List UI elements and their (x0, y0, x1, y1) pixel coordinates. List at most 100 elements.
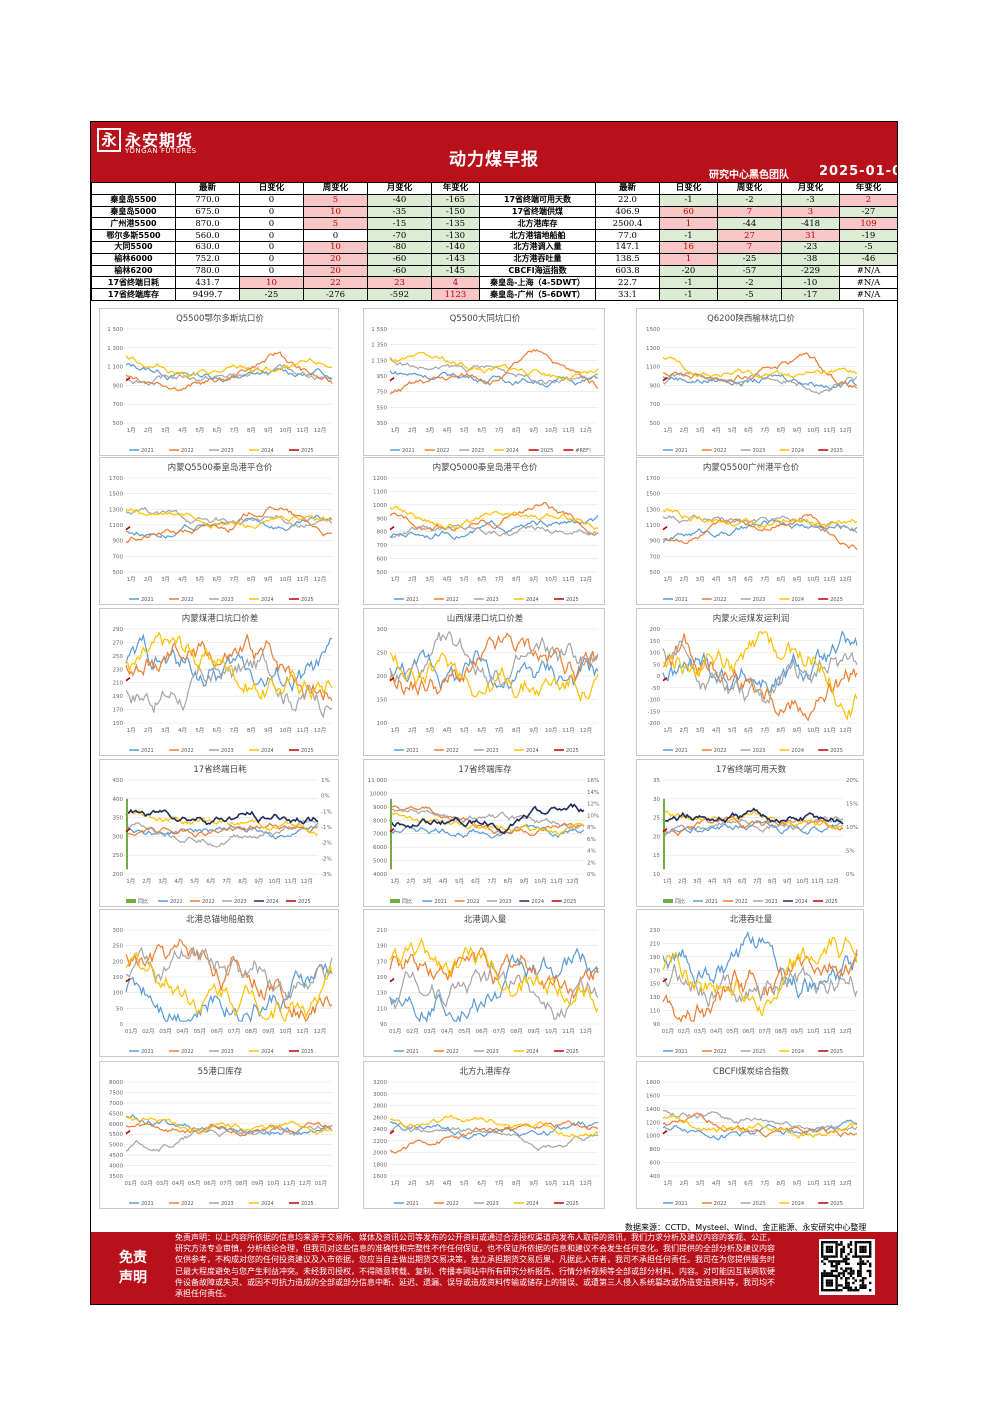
legend-label: 同比 (138, 898, 148, 905)
qr-module (837, 1284, 841, 1287)
table-cell: -150 (431, 205, 480, 219)
x-tick-label: 2月 (144, 727, 153, 734)
x-tick-label: 12月 (826, 878, 839, 885)
qr-code-icon[interactable] (819, 1239, 875, 1295)
qr-module (840, 1248, 843, 1251)
x-tick-label: 11月 (297, 576, 310, 583)
legend-label: 2025 (830, 1201, 843, 1207)
qr-module (835, 1255, 838, 1258)
series-2025-mark (125, 677, 131, 682)
y-tick-label: 35 (653, 778, 660, 784)
qr-module (859, 1241, 862, 1244)
qr-module (849, 1248, 853, 1251)
qr-module (854, 1243, 857, 1246)
y2-tick-label: 0% (321, 794, 330, 800)
qr-module (859, 1269, 862, 1273)
x-tick-label: 11月 (297, 727, 310, 734)
qr-module (869, 1245, 872, 1249)
qr-module (861, 1260, 865, 1263)
series-line (662, 1119, 858, 1141)
qr-module (828, 1245, 831, 1249)
x-tick-label: 7月 (760, 1180, 769, 1187)
x-tick-label: 2月 (408, 1180, 417, 1187)
table-cell: -1 (659, 276, 718, 290)
qr-module (825, 1279, 829, 1282)
y-tick-label: 4500 (109, 1153, 123, 1159)
legend-label: 2023 (486, 597, 499, 603)
series-line (125, 355, 333, 378)
legend-label: 2025 (830, 748, 843, 754)
x-tick-label: 1月 (390, 878, 399, 885)
legend-label: 2024 (791, 1049, 804, 1055)
qr-module (859, 1272, 862, 1275)
series-line (662, 936, 858, 1017)
column-header (91, 182, 176, 195)
qr-module (845, 1286, 848, 1289)
y2-tick-label: -1% (321, 809, 332, 815)
y2-tick-label: 4% (587, 849, 596, 855)
qr-module (825, 1241, 829, 1244)
table-cell: 33.1 (595, 288, 660, 301)
qr-module (861, 1277, 865, 1280)
y-tick-label: 250 (113, 944, 124, 950)
y-tick-label: 5500 (109, 1132, 123, 1138)
qr-module (859, 1279, 862, 1282)
x-tick-label: 11月 (562, 427, 575, 434)
x-tick-label: 12月 (580, 427, 593, 434)
x-tick-label: 04月 (710, 1028, 723, 1035)
table-cell: -418 (781, 217, 840, 231)
yoy-bar (663, 798, 665, 870)
x-tick-label: 8月 (512, 576, 521, 583)
y2-tick-label: -3% (321, 872, 332, 878)
y-tick-label: 1000 (646, 1134, 660, 1140)
x-tick-label: 4月 (712, 1180, 721, 1187)
y-tick-label: 230 (113, 667, 124, 673)
table-cell: 1 (659, 252, 718, 266)
legend-label: 2024 (791, 1201, 804, 1207)
legend-label: 2024 (791, 748, 804, 754)
qr-module (864, 1284, 867, 1287)
x-tick-label: 7月 (230, 427, 239, 434)
disclaimer-title: 免责声明 (119, 1250, 147, 1286)
series-line (663, 810, 844, 830)
x-tick-label: 8月 (777, 427, 786, 434)
y-tick-label: 190 (377, 944, 388, 950)
qr-module (821, 1260, 824, 1263)
table-cell: 1 (659, 217, 718, 231)
x-tick-label: 03月 (156, 1180, 169, 1187)
legend-label: 2023 (221, 1049, 234, 1055)
table-row: 17省终端库存 9499.7 -25 -276 -592 1123 秦皇岛-广州（5-6DW… (91, 288, 897, 301)
qr-module (823, 1257, 826, 1261)
qr-module (859, 1255, 862, 1258)
legend-label: 2023 (499, 899, 512, 905)
legend-label: 2022 (714, 748, 727, 754)
series-line (662, 513, 858, 551)
legend-label: 2023 (753, 448, 766, 454)
x-tick-label: 1月 (663, 576, 672, 583)
qr-module (835, 1277, 838, 1280)
legend-label: 2021 (402, 448, 415, 454)
x-tick-label: 7月 (230, 727, 239, 734)
qr-module (869, 1274, 872, 1277)
legend-label: 2024 (506, 448, 519, 454)
qr-module (840, 1241, 843, 1244)
y-tick-label: 2000 (373, 1151, 387, 1157)
x-tick-label: 3月 (693, 878, 702, 885)
qr-module (842, 1274, 845, 1277)
chart-svg: 北港总锚地船舶数 0 50 100 150 200 250 300 01月 02月 03月 04月 05… (113, 914, 333, 1055)
x-tick-label: 12月 (580, 727, 593, 734)
qr-module (837, 1274, 841, 1277)
disclaimer-text: 免责声明：以上内容所依据的信息均来源于交易所、媒体及资讯公司等发布的公开资料或通… (175, 1233, 775, 1299)
x-tick-label: 4月 (443, 727, 452, 734)
series-line (125, 632, 333, 701)
legend-label: 2021 (170, 899, 183, 905)
qr-module (864, 1286, 867, 1289)
y-tick-label: 950 (377, 374, 388, 380)
qr-module (837, 1262, 841, 1265)
qr-module (835, 1262, 838, 1265)
x-tick-label: 11月 (811, 878, 824, 885)
x-tick-label: 1月 (663, 878, 672, 885)
x-tick-label: 7月 (760, 576, 769, 583)
qr-module (821, 1243, 824, 1246)
y-tick-label: 300 (113, 834, 124, 840)
